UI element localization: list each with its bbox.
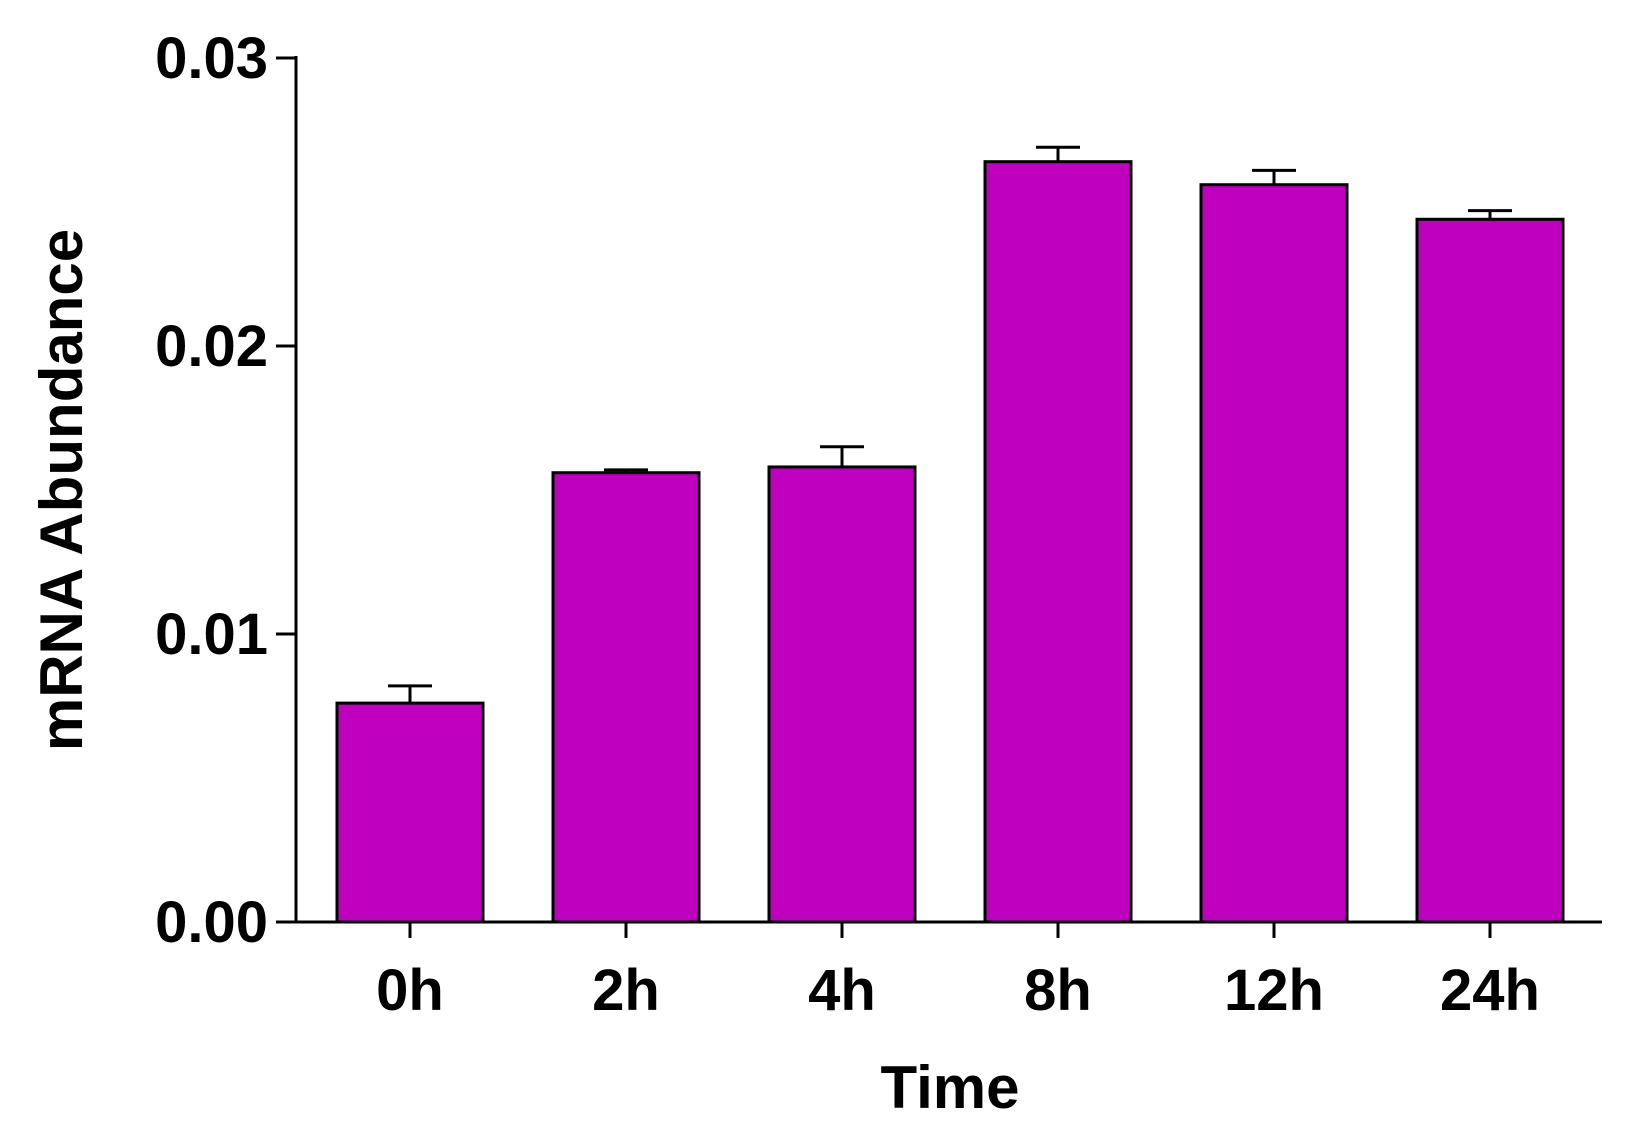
x-axis-title: Time [881,1054,1020,1121]
bar-4h [769,467,915,922]
error-bar-12h [1252,170,1296,184]
x-tick-label-4h: 4h [808,958,876,1023]
y-tick-label-0.02: 0.02 [155,314,268,379]
bar-8h [985,162,1131,922]
y-tick-label-0.03: 0.03 [155,26,268,91]
x-tick-label-24h: 24h [1440,958,1540,1023]
bars [337,162,1563,922]
error-bar-0h [388,686,432,703]
error-bar-4h [820,447,864,467]
y-axis-title: mRNA Abundance [28,229,95,751]
bar-12h [1201,185,1347,922]
x-tick-label-8h: 8h [1024,958,1092,1023]
bar-24h [1417,219,1563,922]
bar-2h [553,473,699,922]
bar-0h [337,703,483,922]
x-tick-label-0h: 0h [376,958,444,1023]
error-bar-8h [1036,147,1080,161]
x-tick-label-2h: 2h [592,958,660,1023]
y-tick-label-0.00: 0.00 [155,890,268,955]
y-tick-label-0.01: 0.01 [155,602,268,667]
x-tick-label-12h: 12h [1224,958,1324,1023]
